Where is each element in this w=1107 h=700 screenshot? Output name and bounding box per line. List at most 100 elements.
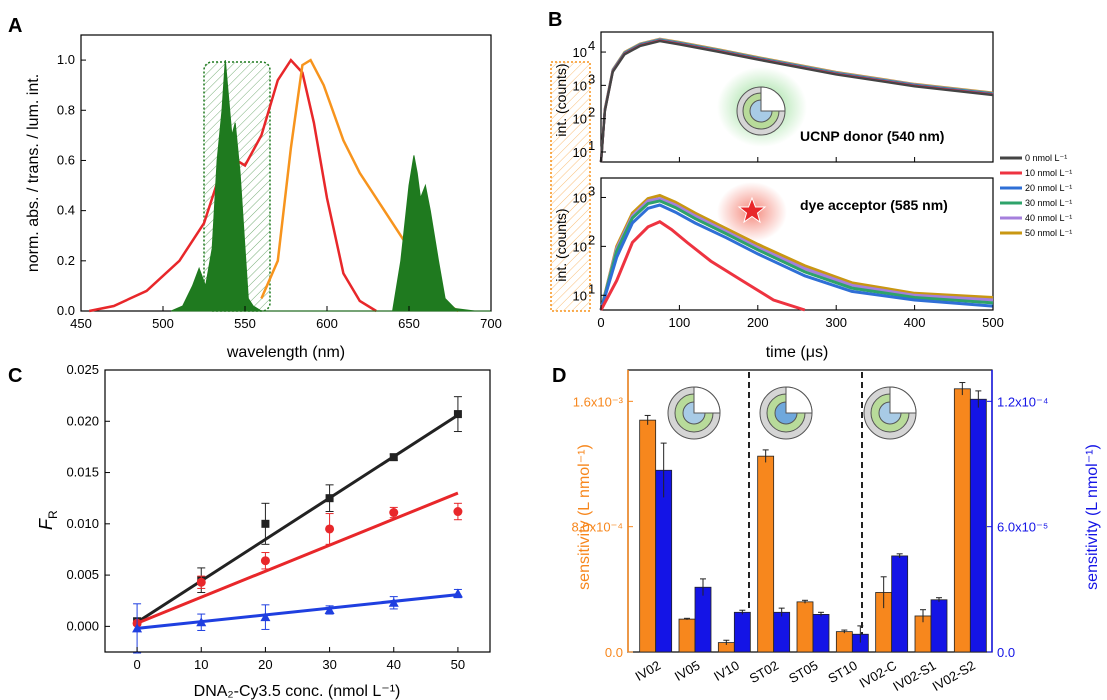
panel-c-point-black xyxy=(389,453,398,462)
panel-a-xtick-label: 650 xyxy=(398,316,420,331)
panel-c-point-blue xyxy=(196,617,207,627)
panel-d-category-label: IV02 xyxy=(633,658,664,684)
panel-d-bar-right xyxy=(969,398,987,653)
panel-c-point-black xyxy=(261,519,270,528)
nanoparticle-cutaway-icon xyxy=(693,386,721,414)
panel-a-xtick-label: 600 xyxy=(316,316,338,331)
panel-b-xtick-label: 200 xyxy=(747,315,769,330)
panel-b-legend-label-3: 30 nmol L⁻¹ xyxy=(1025,198,1072,208)
panel-b-bottom-trace-conc10 xyxy=(599,219,806,312)
panel-c-point-black xyxy=(325,494,334,503)
panel-c-point-red xyxy=(260,556,270,566)
panel-c-xtick-label: 10 xyxy=(194,657,208,672)
panel-b-top-ytick-exp: 3 xyxy=(588,71,595,86)
panel-d-left-ytick-label: 1.6x10⁻³ xyxy=(573,394,624,409)
panel-d-left-ytick-label: 8.0x10⁻⁴ xyxy=(572,520,623,535)
panel-c-point-blue xyxy=(388,597,399,607)
panel-d-ylabel-left: sensitivity (L nmol⁻¹) xyxy=(576,444,593,590)
panel-c-xtick-label: 0 xyxy=(133,657,140,672)
panel-b-top-ytick-exp: 2 xyxy=(588,105,595,120)
panel-d-bar-left xyxy=(953,388,971,653)
panel-b-xlabel: time (μs) xyxy=(766,344,829,361)
panel-d-category-label: IV02-S1 xyxy=(890,658,938,694)
panel-a-xtick-label: 500 xyxy=(152,316,174,331)
panel-b-ylabel-bottom: int. (counts) xyxy=(553,208,569,281)
panel-b-top-ytick-label: 10 xyxy=(573,145,587,160)
panel-d-category-label: ST10 xyxy=(825,658,859,687)
panel-b-top-frame xyxy=(600,31,994,163)
panel-d-ylabel-right: sensitivity (L nmol⁻¹) xyxy=(1084,444,1101,590)
panel-b-xtick-label: 0 xyxy=(597,315,604,330)
panel-b-xtick-label: 100 xyxy=(669,315,691,330)
panel-a-ytick-label: 1.0 xyxy=(57,52,75,67)
panel-c: 0 10 20 30 40 50 0.000 0.005 0.010 0.015 0.020 0.02… xyxy=(36,362,491,700)
panel-c-point-red xyxy=(325,524,335,534)
panel-b-bottom-ytick-label: 10 xyxy=(573,288,587,303)
panel-d-category-label: ST05 xyxy=(786,658,820,687)
panel-b-top-trace-conc0 xyxy=(599,39,994,163)
panel-d: IV02 IV05 IV10 ST02 ST05 ST10IV02-CIV02-S1IV0… xyxy=(572,369,1101,694)
panel-c-point-red xyxy=(389,508,399,518)
panel-c-xlabel: DNA₂-Cy3.5 conc. (nmol L⁻¹) xyxy=(194,683,401,700)
panel-d-category-label: IV10 xyxy=(711,658,742,684)
panel-a-xtick-label: 700 xyxy=(480,316,502,331)
panel-a-ytick-label: 0.4 xyxy=(57,203,75,218)
panel-b-top-ytick-exp: 1 xyxy=(588,138,595,153)
panel-c-point-blue xyxy=(132,623,143,633)
panel-b-bottom-ytick-exp: 3 xyxy=(588,183,595,198)
panel-b-bottom-ytick-exp: 1 xyxy=(588,281,595,296)
panel-a-xtick-label: 550 xyxy=(234,316,256,331)
panel-c-point-red xyxy=(453,507,463,517)
panel-b-xtick-label: 300 xyxy=(825,315,847,330)
panel-b-top-ytick-label: 10 xyxy=(573,45,587,60)
panel-c-fit-red xyxy=(136,491,459,625)
panel-c-frame xyxy=(104,369,491,653)
panel-c-fit-blue xyxy=(136,593,459,630)
panel-b-legend: 0 nmol L⁻¹ 10 nmol L⁻¹ 20 nmol L⁻¹ 30 nmol … xyxy=(1000,153,1072,238)
panel-c-point-blue xyxy=(324,604,335,614)
panel-a: 450 500 550 600 650 700 0.0 0.2 0.4 0.6 0.8 1.0 wav… xyxy=(25,34,591,361)
panel-d-bar-left xyxy=(796,601,814,653)
panel-b-xtick-label: 400 xyxy=(904,315,926,330)
panel-c-ytick-label: 0.015 xyxy=(66,465,99,480)
panel-b-label-top: UCNP donor (540 nm) xyxy=(800,128,944,144)
panel-a-ytick-label: 0.2 xyxy=(57,253,75,268)
panel-letter-b: B xyxy=(548,9,562,31)
panel-b-bottom-ytick-label: 10 xyxy=(573,190,587,205)
nanoparticle-icon xyxy=(736,86,786,136)
panel-d-bar-right xyxy=(733,611,751,653)
nanoparticle-cutaway-icon xyxy=(785,386,813,414)
panel-b-top-ytick-exp: 4 xyxy=(588,38,595,53)
panel-a-series-0 xyxy=(88,58,377,313)
panel-letter-d: D xyxy=(552,365,566,387)
panel-a-series-2 xyxy=(171,60,491,312)
panel-b-bottom-ytick-label: 10 xyxy=(573,239,587,254)
panel-letter-c: C xyxy=(8,365,22,387)
panel-b-legend-label-5: 50 nmol L⁻¹ xyxy=(1025,228,1072,238)
panel-b-top-ytick-label: 10 xyxy=(573,78,587,93)
panel-d-right-ytick-label: 0.0 xyxy=(997,645,1015,660)
panel-c-point-blue xyxy=(260,612,271,622)
panel-b-bottom-trace-conc20 xyxy=(599,203,994,311)
panel-c-ylabel: F R xyxy=(36,510,60,530)
panel-d-bar-right xyxy=(773,611,791,653)
panel-d-bar-left xyxy=(757,455,775,653)
panel-b-legend-label-1: 10 nmol L⁻¹ xyxy=(1025,168,1072,178)
panel-d-category-label: IV02-S2 xyxy=(930,658,978,694)
panel-a-xlabel: wavelength (nm) xyxy=(226,344,345,361)
panel-d-bar-left xyxy=(639,419,657,653)
panel-c-xtick-label: 40 xyxy=(387,657,401,672)
panel-a-ytick-label: 0.6 xyxy=(57,152,75,167)
panel-b-legend-label-0: 0 nmol L⁻¹ xyxy=(1025,153,1067,163)
panel-b-label-bottom: dye acceptor (585 nm) xyxy=(800,197,948,213)
panel-d-bar-right xyxy=(891,555,909,653)
panel-d-bar-right xyxy=(812,614,830,653)
panel-b-xtick-label: 500 xyxy=(982,315,1004,330)
panel-d-bar-right xyxy=(930,599,948,653)
panel-c-ytick-label: 0.000 xyxy=(66,618,99,633)
panel-d-category-label: IV05 xyxy=(672,658,703,684)
panel-c-xtick-label: 50 xyxy=(451,657,465,672)
panel-c-point-blue xyxy=(452,588,463,598)
panel-a-ytick-label: 0.8 xyxy=(57,102,75,117)
